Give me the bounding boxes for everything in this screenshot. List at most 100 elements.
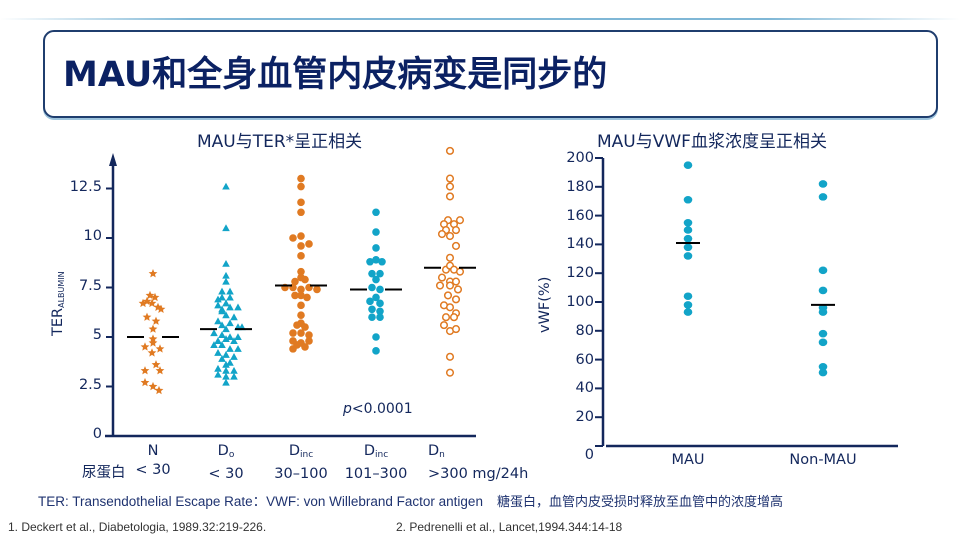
triangle-marker (222, 271, 230, 279)
open-circle-marker (453, 285, 463, 294)
definitions-footnote: TER: Transendothelial Escape Rate：VWF: v… (38, 490, 783, 510)
ter-x-category: Dinc 101–300 (331, 442, 421, 484)
triangle-marker (226, 287, 234, 295)
star-marker (155, 366, 165, 375)
open-circle-marker (445, 303, 455, 312)
triangle-marker (210, 341, 218, 348)
p-italic: p (343, 401, 352, 417)
circle-marker (818, 286, 828, 295)
triangle-marker (210, 329, 218, 337)
reference-1: 1. Deckert et al., Diabetologia, 1989.32… (8, 520, 267, 534)
ter-ylabel-main: TER (50, 307, 66, 336)
definitions-text: TER: Transendothelial Escape Rate：VWF: v… (38, 494, 483, 509)
p-rest: <0.0001 (351, 401, 413, 417)
circle-marker (818, 368, 828, 377)
circle-marker (366, 297, 374, 306)
open-circle-marker (441, 313, 451, 322)
open-circle-marker (455, 267, 465, 276)
circle-marker (297, 291, 305, 300)
triangle-marker (218, 293, 226, 301)
circle-marker (683, 252, 693, 260)
triangle-marker (218, 321, 226, 329)
circle-marker (372, 255, 380, 264)
star-marker (148, 338, 158, 347)
triangle-marker (234, 345, 242, 352)
circle-marker (683, 243, 693, 252)
star-marker (154, 385, 164, 395)
star-marker (138, 298, 148, 308)
circle-marker (376, 269, 384, 278)
triangle-marker (218, 341, 226, 348)
vwf-y-tick-label: 0 (584, 447, 594, 463)
y-axis-arrow-icon (109, 153, 117, 166)
circle-marker (297, 301, 305, 310)
triangle-marker (222, 182, 230, 190)
circle-marker (297, 208, 305, 217)
chart-title-ter: MAU与TER*呈正相关 (197, 132, 363, 152)
ter-y-tick-label: 2.5 (78, 376, 102, 393)
triangle-marker (218, 287, 226, 295)
open-circle-marker (445, 174, 455, 183)
triangle-marker (234, 303, 242, 311)
circle-marker (297, 174, 305, 183)
ter-x-category: Dn >300 mg/24h (428, 442, 558, 484)
open-circle-marker (451, 277, 461, 286)
circle-marker (818, 338, 828, 347)
top-accent-line (0, 18, 960, 20)
triangle-marker (214, 295, 222, 303)
open-circle-marker (451, 295, 461, 304)
circle-marker (818, 266, 828, 275)
category-subscript: o (228, 450, 235, 460)
category-name: D (288, 443, 300, 459)
circle-marker (683, 219, 693, 227)
circle-marker (368, 313, 376, 322)
circle-marker (818, 308, 828, 316)
circle-marker (683, 301, 693, 309)
triangle-marker (234, 333, 242, 341)
triangle-marker (214, 301, 222, 309)
category-range: < 30 (135, 462, 171, 478)
open-circle-marker (445, 182, 455, 191)
star-marker (156, 304, 166, 313)
circle-marker (818, 193, 828, 201)
circle-marker (366, 257, 374, 266)
triangle-marker (218, 307, 226, 315)
category-range: < 30 (208, 466, 244, 482)
circle-marker (818, 363, 828, 371)
category-name: N (147, 443, 159, 459)
vwf-y-axis-label: vWF(%) (537, 276, 553, 333)
vwf-note-cn: 糖蛋白，血管内皮受损时释放至血管中的浓度增高 (496, 494, 783, 509)
star-marker (147, 348, 157, 357)
star-marker (148, 324, 158, 333)
circle-marker (297, 285, 305, 294)
circle-marker (372, 275, 380, 284)
star-marker (148, 269, 158, 278)
open-circle-marker (445, 146, 455, 155)
references: 1. Deckert et al., Diabetologia, 1989.32… (8, 520, 622, 534)
open-circle-marker (445, 368, 455, 377)
circle-marker (376, 299, 384, 308)
open-circle-marker (449, 313, 459, 322)
open-circle-marker (439, 321, 449, 330)
ter-x-axis-label: 尿蛋白 (82, 465, 126, 481)
circle-marker (301, 323, 309, 331)
vwf-x-category: Non-MAU (789, 452, 857, 468)
triangle-marker (226, 333, 234, 341)
ter-y-tick-label: 12.5 (69, 178, 102, 195)
circle-marker (683, 308, 693, 316)
star-marker (155, 344, 165, 353)
ter-x-category: Dinc 30–100 (256, 442, 346, 484)
triangle-marker (230, 353, 238, 360)
triangle-marker (222, 325, 230, 333)
triangle-marker (222, 351, 230, 358)
open-circle-marker (435, 281, 445, 290)
circle-marker (301, 343, 309, 351)
circle-marker (297, 242, 305, 250)
triangle-marker (222, 372, 230, 380)
circle-marker (378, 257, 386, 266)
title-box: MAU和全身血管内皮病变是同步的 (43, 30, 938, 118)
circle-marker (376, 285, 384, 294)
circle-marker (297, 198, 305, 207)
vwf-y-tick-label: 140 (566, 236, 594, 253)
circle-marker (305, 337, 313, 345)
